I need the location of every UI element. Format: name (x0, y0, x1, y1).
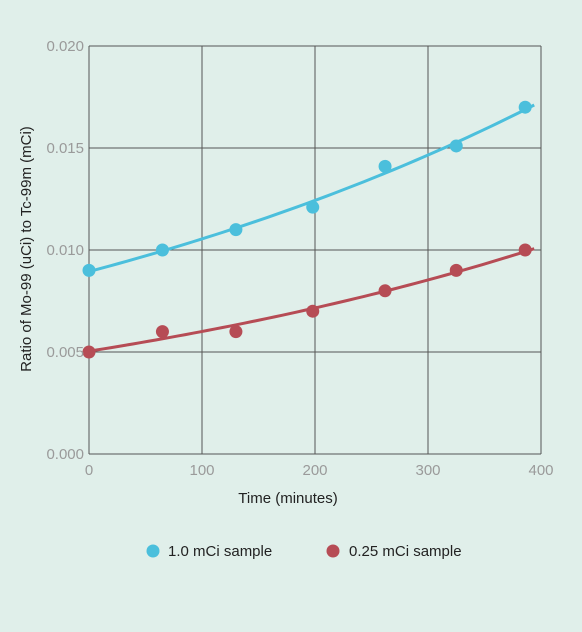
data-point-0-5 (449, 139, 463, 153)
data-point-0-2 (229, 223, 243, 237)
x-tick-label: 400 (528, 462, 553, 479)
x-tick-label: 0 (85, 462, 93, 479)
data-point-1-3 (306, 304, 320, 318)
grid-lines (88, 45, 542, 455)
y-tick-label: 0.005 (46, 344, 84, 361)
y-tick-label: 0.010 (46, 242, 84, 259)
data-point-0-3 (306, 200, 320, 214)
x-tick-label: 300 (415, 462, 440, 479)
legend-marker-1 (326, 544, 340, 558)
legend-label-0: 1.0 mCi sample (168, 543, 272, 560)
legend-label-1: 0.25 mCi sample (349, 543, 462, 560)
legend: 1.0 mCi sample 0.25 mCi sample (146, 543, 462, 560)
data-points (82, 100, 532, 359)
y-tick-labels: 0.000 0.005 0.010 0.015 0.020 (46, 38, 84, 463)
data-point-0-1 (155, 243, 169, 257)
trend-line-0 (88, 103, 535, 274)
data-point-1-6 (518, 243, 532, 257)
x-tick-label: 200 (302, 462, 327, 479)
data-point-1-2 (229, 325, 243, 339)
y-tick-label: 0.000 (46, 446, 84, 463)
y-tick-label: 0.015 (46, 140, 84, 157)
x-tick-label: 100 (189, 462, 214, 479)
data-point-1-4 (378, 284, 392, 298)
data-point-0-0 (82, 263, 96, 277)
x-axis-title: Time (minutes) (238, 490, 337, 507)
data-point-0-6 (518, 100, 532, 114)
trend-line-1 (88, 247, 535, 353)
data-point-1-1 (155, 325, 169, 339)
x-tick-labels: 0 100 200 300 400 (85, 462, 554, 479)
y-axis-title: Ratio of Mo-99 (uCi) to Tc-99m (mCi) (18, 126, 35, 372)
legend-marker-0 (146, 544, 160, 558)
data-point-0-4 (378, 159, 392, 173)
data-point-1-0 (82, 345, 96, 359)
data-point-1-5 (449, 263, 463, 277)
y-tick-label: 0.020 (46, 38, 84, 55)
